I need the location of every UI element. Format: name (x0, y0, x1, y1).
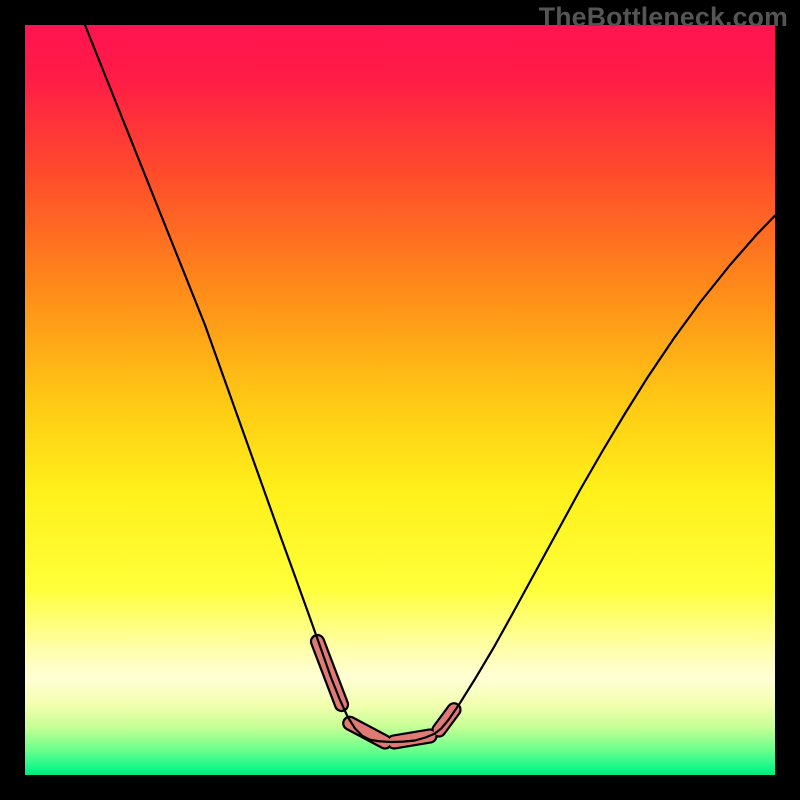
bottleneck-chart (25, 25, 775, 775)
watermark-text: TheBottleneck.com (539, 2, 788, 33)
chart-frame: TheBottleneck.com (0, 0, 800, 800)
chart-background (25, 25, 775, 775)
